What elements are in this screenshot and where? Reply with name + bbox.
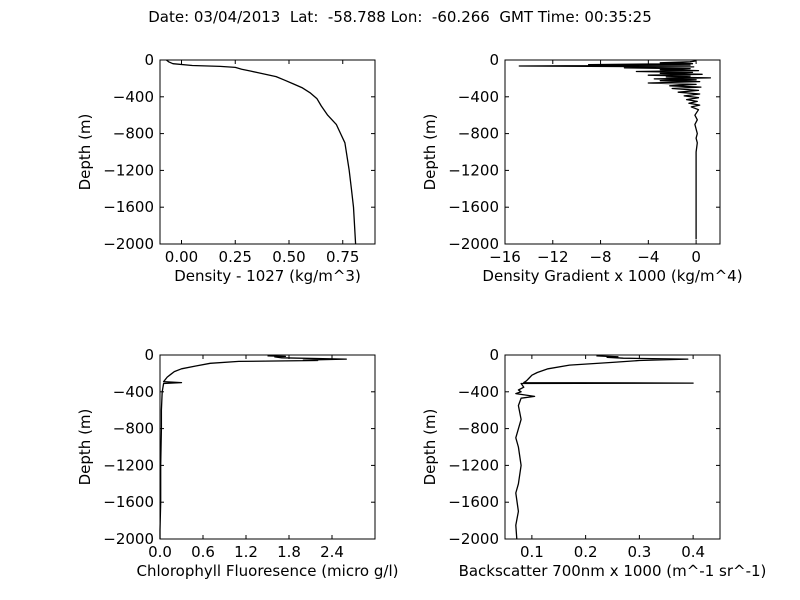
y-tick-label: −800 [458, 125, 499, 143]
series-line-1 [518, 60, 712, 240]
series-line-1 [165, 59, 357, 245]
y-axis-label: Depth (m) [421, 409, 439, 486]
y-tick-label: −2000 [448, 530, 499, 548]
x-axis-label: Backscatter 700nm x 1000 (m^-1 sr^-1) [459, 562, 767, 580]
y-tick-label: 0 [144, 51, 154, 69]
x-tick-label: 1.2 [234, 543, 258, 561]
x-tick-label: 0.25 [219, 248, 252, 266]
y-tick-label: −400 [458, 88, 499, 106]
x-tick-label: 0.4 [681, 543, 705, 561]
y-tick-label: −1600 [103, 493, 154, 511]
axes-frame [159, 59, 376, 245]
axes-frame [504, 59, 721, 245]
x-axis-label: Density - 1027 (kg/m^3) [174, 267, 361, 285]
y-tick-label: −1200 [448, 161, 499, 179]
y-axis-label: Depth (m) [76, 409, 94, 486]
y-axis-label: Depth (m) [421, 114, 439, 191]
y-tick-label: −2000 [103, 530, 154, 548]
y-tick-label: −800 [113, 125, 154, 143]
x-tick-label: 0.50 [272, 248, 305, 266]
x-axis-label: Chlorophyll Fluoresence (micro g/l) [137, 562, 399, 580]
y-tick-label: −800 [458, 420, 499, 438]
x-tick-label: −12 [537, 248, 569, 266]
subplot-1: 0.00 0.25 0.50 0.75 0 −400 −800 −1200 −1600 −2000… [76, 51, 376, 285]
x-tick-label: −8 [589, 248, 611, 266]
x-tick-label: −16 [489, 248, 521, 266]
x-tick-label: −4 [637, 248, 659, 266]
series-line-1 [515, 355, 694, 540]
y-tick-label: −1600 [103, 198, 154, 216]
x-tick-label: 0.3 [627, 543, 651, 561]
y-tick-label: −2000 [103, 235, 154, 253]
y-tick-label: −1200 [448, 456, 499, 474]
x-tick-label: 0.0 [148, 543, 172, 561]
y-axis-label: Depth (m) [76, 114, 94, 191]
y-tick-label: −800 [113, 420, 154, 438]
series-line-1 [159, 355, 347, 539]
y-tick-label: −1600 [448, 493, 499, 511]
subplot-3: 0.0 0.6 1.2 1.8 2.4 0 −400 −800 −1200 −1600 −2000 C… [76, 346, 398, 580]
y-tick-label: 0 [489, 346, 499, 364]
y-tick-label: −1200 [103, 161, 154, 179]
x-tick-label: 2.4 [320, 543, 344, 561]
x-tick-label: 0.1 [520, 543, 544, 561]
axes-frame [504, 354, 721, 540]
x-tick-label: 0.75 [326, 248, 359, 266]
x-tick-label: 0.2 [574, 543, 598, 561]
axes-frame [159, 354, 376, 540]
x-axis-label: Density Gradient x 1000 (kg/m^4) [482, 267, 742, 285]
y-tick-label: −400 [113, 88, 154, 106]
x-tick-label: 1.8 [277, 543, 301, 561]
subplot-4: 0.1 0.2 0.3 0.4 0 −400 −800 −1200 −1600 −2000 Back… [421, 346, 766, 580]
y-tick-label: 0 [144, 346, 154, 364]
y-tick-label: −2000 [448, 235, 499, 253]
x-tick-label: 0.6 [191, 543, 215, 561]
x-tick-label: 0.00 [165, 248, 198, 266]
y-tick-label: −1200 [103, 456, 154, 474]
subplot-2: −16 −12 −8 −4 00−400−800−1200−1600−2000Densi… [421, 51, 743, 285]
figure-title: Date: 03/04/2013 Lat: -58.788 Lon: -60.2… [148, 8, 652, 26]
x-tick-label: 0 [691, 248, 701, 266]
y-tick-label: −1600 [448, 198, 499, 216]
y-tick-label: −400 [113, 383, 154, 401]
y-tick-label: −400 [458, 383, 499, 401]
y-tick-label: 0 [489, 51, 499, 69]
